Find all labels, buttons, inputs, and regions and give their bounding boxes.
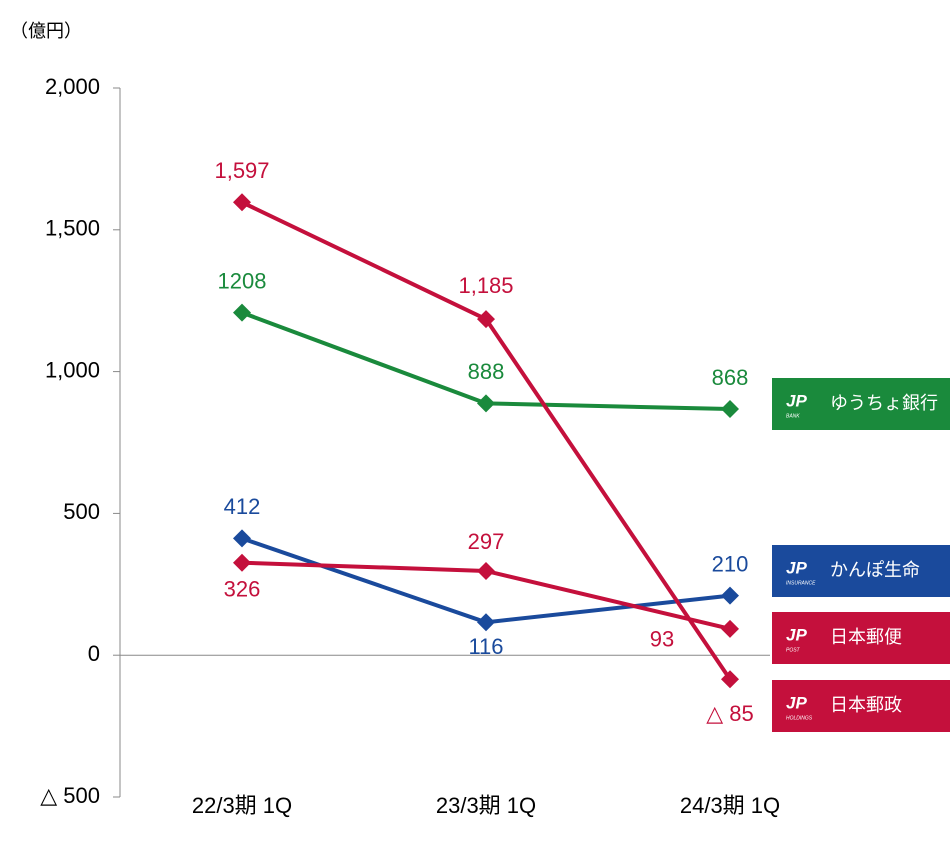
- legend-box: [772, 378, 950, 430]
- unit-label: （億円）: [10, 21, 82, 41]
- y-tick-label: 0: [88, 641, 100, 666]
- marker: [477, 613, 495, 632]
- marker: [721, 670, 739, 689]
- legend-label: ゆうちょ銀行: [830, 393, 938, 413]
- legend-sublogo: INSURANCE: [786, 580, 816, 586]
- y-tick-label: 2,000: [45, 74, 100, 99]
- marker: [233, 529, 251, 548]
- marker: [721, 586, 739, 605]
- legend-box: [772, 612, 950, 664]
- legend-logo: JP: [786, 625, 807, 644]
- legend-logo: JP: [786, 693, 807, 712]
- data-label: 412: [224, 494, 261, 519]
- x-tick-label: 23/3期 1Q: [436, 793, 536, 818]
- data-label: △ 85: [706, 701, 754, 726]
- legend-box: [772, 680, 950, 732]
- marker: [477, 394, 495, 413]
- legend-sublogo: BANK: [786, 413, 800, 419]
- legend-box: [772, 545, 950, 597]
- data-label: 93: [650, 627, 674, 652]
- legend-item: JP POST 日本郵便: [772, 612, 950, 664]
- legend-logo: JP: [786, 558, 807, 577]
- x-tick-label: 22/3期 1Q: [192, 793, 292, 818]
- y-tick-label: 1,500: [45, 216, 100, 241]
- y-tick-label: △ 500: [40, 783, 100, 808]
- data-label: 1208: [218, 268, 267, 293]
- marker: [477, 561, 495, 580]
- data-label: 326: [224, 577, 261, 602]
- data-label: 888: [468, 359, 505, 384]
- legend-item: JP HOLDINGS 日本郵政: [772, 680, 950, 732]
- marker: [233, 303, 251, 322]
- legend-sublogo: POST: [786, 647, 801, 653]
- data-label: 1,597: [214, 158, 269, 183]
- marker: [233, 553, 251, 572]
- data-label: 210: [712, 551, 749, 576]
- data-label: 116: [468, 634, 503, 659]
- legend-logo: JP: [786, 391, 807, 410]
- y-tick-label: 1,000: [45, 357, 100, 382]
- legend-label: 日本郵便: [830, 627, 902, 647]
- marker: [721, 400, 739, 419]
- x-tick-label: 24/3期 1Q: [680, 793, 780, 818]
- legend-sublogo: HOLDINGS: [786, 715, 813, 721]
- data-label: 1,185: [458, 273, 513, 298]
- y-tick-label: 500: [63, 499, 100, 524]
- marker: [477, 310, 495, 329]
- legend-label: 日本郵政: [830, 695, 902, 715]
- legend-item: JP BANK ゆうちょ銀行: [772, 378, 950, 430]
- legend-item: JP INSURANCE かんぽ生命: [772, 545, 950, 597]
- data-label: 868: [712, 365, 749, 390]
- marker: [721, 619, 739, 638]
- marker: [233, 193, 251, 212]
- data-label: 297: [468, 529, 505, 554]
- legend-label: かんぽ生命: [830, 560, 920, 580]
